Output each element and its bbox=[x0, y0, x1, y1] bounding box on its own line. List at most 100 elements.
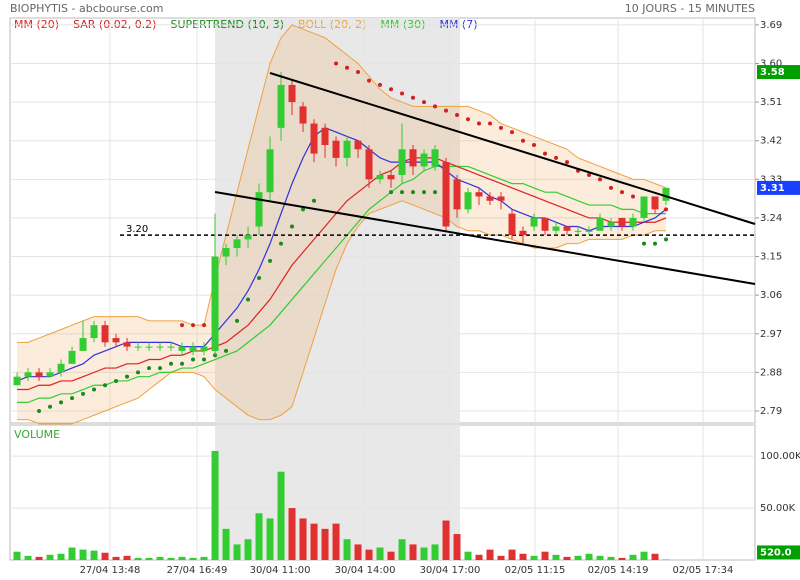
volume-bar bbox=[453, 534, 461, 560]
x-tick-label: 30/04 11:00 bbox=[250, 565, 311, 576]
candle-body bbox=[629, 217, 637, 227]
volume-bar bbox=[574, 555, 582, 560]
trend-line bbox=[214, 191, 756, 285]
supertrend-dot bbox=[59, 400, 64, 405]
y-tick-label: 3.06 bbox=[760, 290, 782, 301]
candle-body bbox=[365, 149, 373, 180]
supertrend-dot bbox=[180, 361, 185, 366]
sar-dot bbox=[356, 70, 361, 75]
volume-bar bbox=[145, 557, 153, 560]
candle-body bbox=[123, 342, 131, 347]
supertrend-dot bbox=[433, 190, 438, 195]
candle-body bbox=[442, 162, 450, 227]
y-tick-label: 3.15 bbox=[760, 252, 782, 263]
supertrend-dot bbox=[257, 275, 262, 280]
candle-body bbox=[618, 217, 626, 227]
supertrend-dot bbox=[246, 297, 251, 302]
level-label: 3.20 bbox=[126, 224, 148, 235]
candle-body bbox=[464, 192, 472, 210]
volume-bar bbox=[442, 520, 450, 560]
volume-bar bbox=[156, 556, 164, 560]
volume-bar bbox=[233, 544, 241, 560]
sar-dot bbox=[422, 100, 427, 105]
volume-bar bbox=[497, 555, 505, 560]
sar-dot bbox=[631, 194, 636, 199]
volume-bar bbox=[618, 557, 626, 560]
candle-body bbox=[211, 256, 219, 351]
candle-body bbox=[57, 363, 65, 373]
x-tick-label: 27/04 16:49 bbox=[167, 565, 228, 576]
candle-body bbox=[585, 230, 593, 232]
candle-body bbox=[90, 325, 98, 339]
sar-dot bbox=[510, 130, 515, 135]
y-tick-label: 3.33 bbox=[760, 174, 782, 185]
candle-body bbox=[552, 226, 560, 231]
supertrend-dot bbox=[48, 404, 53, 409]
volume-bar bbox=[57, 553, 65, 560]
volume-bar bbox=[475, 554, 483, 560]
indicator-line bbox=[17, 165, 667, 404]
sar-dot bbox=[554, 155, 559, 160]
sar-dot bbox=[433, 104, 438, 109]
supertrend-dot bbox=[114, 378, 119, 383]
y-tick-label: 2.79 bbox=[760, 406, 782, 417]
candle-body bbox=[277, 84, 285, 128]
candle-body bbox=[24, 372, 32, 377]
supertrend-dot bbox=[279, 241, 284, 246]
y-tick-label: 3.69 bbox=[760, 20, 782, 31]
volume-bar bbox=[112, 556, 120, 560]
price-tag bbox=[757, 65, 800, 80]
candle-body bbox=[266, 149, 274, 193]
candle-body bbox=[101, 325, 109, 343]
x-tick-label: 30/04 14:00 bbox=[335, 565, 396, 576]
candle-body bbox=[563, 226, 571, 231]
volume-bar bbox=[332, 523, 340, 560]
candle-body bbox=[35, 372, 43, 377]
candle-body bbox=[640, 196, 648, 218]
supertrend-dot bbox=[169, 361, 174, 366]
volume-bar bbox=[68, 547, 76, 560]
volume-bar bbox=[398, 539, 406, 560]
volume-bar bbox=[101, 552, 109, 560]
volume-bar bbox=[541, 551, 549, 560]
y-tick-label: 3.60 bbox=[760, 58, 782, 69]
candle-body bbox=[387, 175, 395, 180]
volume-bar bbox=[409, 544, 417, 560]
sar-dot bbox=[202, 323, 207, 328]
candle-body bbox=[310, 123, 318, 154]
volume-bar bbox=[134, 557, 142, 560]
y-tick-label: 2.97 bbox=[760, 329, 782, 340]
sar-dot bbox=[466, 117, 471, 122]
supertrend-dot bbox=[81, 391, 86, 396]
candle-body bbox=[508, 213, 516, 236]
candle-body bbox=[409, 149, 417, 167]
sar-dot bbox=[378, 82, 383, 87]
sar-dot bbox=[367, 78, 372, 83]
sar-dot bbox=[620, 190, 625, 195]
volume-bar bbox=[420, 547, 428, 560]
sar-dot bbox=[345, 65, 350, 70]
candle-body bbox=[299, 106, 307, 124]
volume-bar bbox=[464, 551, 472, 560]
sar-dot bbox=[400, 91, 405, 96]
volume-bar bbox=[651, 553, 659, 560]
candle-body bbox=[79, 338, 87, 351]
candle-body bbox=[475, 192, 483, 197]
candle-body bbox=[200, 346, 208, 351]
volume-bar bbox=[167, 557, 175, 560]
volume-bar bbox=[519, 553, 527, 560]
volume-bar bbox=[24, 555, 32, 560]
candle-body bbox=[486, 196, 494, 201]
volume-bar bbox=[299, 518, 307, 560]
volume-bar bbox=[277, 471, 285, 560]
price-tag bbox=[757, 545, 800, 560]
volume-bar bbox=[178, 556, 186, 560]
sar-dot bbox=[389, 87, 394, 92]
candle-body bbox=[112, 338, 120, 343]
candle-body bbox=[288, 84, 296, 103]
supertrend-dot bbox=[125, 374, 130, 379]
candle-body bbox=[222, 247, 230, 257]
volume-bar bbox=[310, 523, 318, 560]
candle-body bbox=[662, 187, 670, 201]
supertrend-dot bbox=[92, 387, 97, 392]
